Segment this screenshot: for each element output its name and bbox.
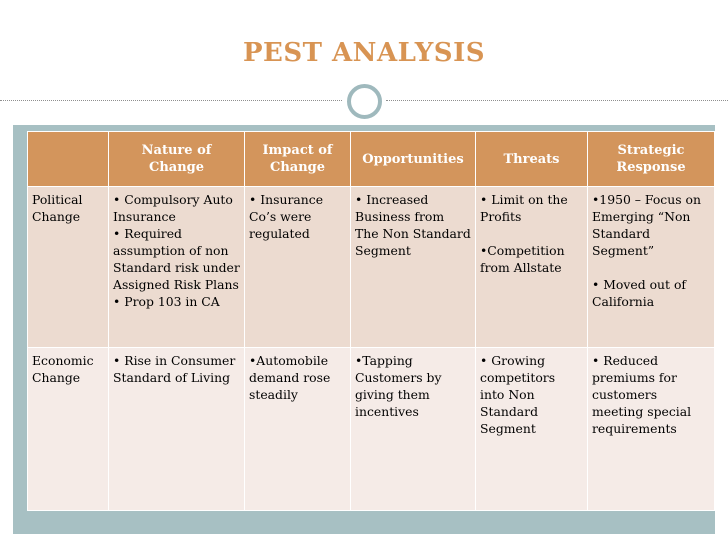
cell-item: •Automobile demand rose steadily (249, 353, 331, 402)
table-row-economic: Economic Change • Rise in Consumer Stand… (27, 347, 715, 511)
pest-table: Nature of Change Impact of Change Opport… (27, 131, 715, 511)
cell-nature-political: • Compulsory Auto Insurance • Required a… (108, 186, 245, 348)
cell-opportunities-economic: •Tapping Customers by giving them incent… (350, 347, 476, 511)
cell-nature-economic: • Rise in Consumer Standard of Living (108, 347, 245, 511)
cell-threats-political: • Limit on the Profits •Competition from… (475, 186, 588, 348)
header-impact-of-change: Impact of Change (244, 131, 351, 187)
header-strategic-response: Strategic Response (587, 131, 715, 187)
title-divider-left (0, 100, 342, 101)
cell-item: • Insurance Co’s were regulated (249, 192, 324, 241)
cell-spacer (480, 225, 583, 242)
cell-item: •1950 – Focus on Emerging “Non Standard … (592, 192, 701, 258)
header-nature-of-change: Nature of Change (108, 131, 245, 187)
cell-item: • Increased Business from The Non Standa… (355, 192, 471, 258)
cell-item: • Limit on the Profits (480, 192, 568, 224)
cell-opportunities-political: • Increased Business from The Non Standa… (350, 186, 476, 348)
slide-title: PEST ANALYSIS (242, 38, 486, 68)
cell-response-economic: • Reduced premiums for customers meeting… (587, 347, 715, 511)
table-header-row: Nature of Change Impact of Change Opport… (27, 131, 715, 187)
row-label-economic: Economic Change (27, 347, 109, 511)
cell-item: •Tapping Customers by giving them incent… (355, 353, 442, 419)
cell-item: • Growing competitors into Non Standard … (480, 353, 556, 436)
cell-impact-political: • Insurance Co’s were regulated (244, 186, 351, 348)
table-row-political: Political Change • Compulsory Auto Insur… (27, 186, 715, 348)
title-divider-right (386, 100, 728, 101)
row-label-political: Political Change (27, 186, 109, 348)
cell-impact-economic: •Automobile demand rose steadily (244, 347, 351, 511)
cell-item: •Competition from Allstate (480, 243, 565, 275)
header-opportunities: Opportunities (350, 131, 476, 187)
cell-threats-economic: • Growing competitors into Non Standard … (475, 347, 588, 511)
cell-item: • Moved out of California (592, 277, 687, 309)
header-threats: Threats (475, 131, 588, 187)
cell-item: • Rise in Consumer Standard of Living (113, 353, 236, 385)
cell-item: • Compulsory Auto Insurance (113, 192, 233, 224)
cell-spacer (592, 259, 710, 276)
header-blank (27, 131, 109, 187)
cell-item: • Reduced premiums for customers meeting… (592, 353, 692, 436)
cell-item: • Prop 103 in CA (113, 294, 220, 309)
cell-item: • Required assumption of non Standard ri… (113, 226, 240, 292)
ring-ornament-icon (347, 84, 382, 119)
cell-response-political: •1950 – Focus on Emerging “Non Standard … (587, 186, 715, 348)
